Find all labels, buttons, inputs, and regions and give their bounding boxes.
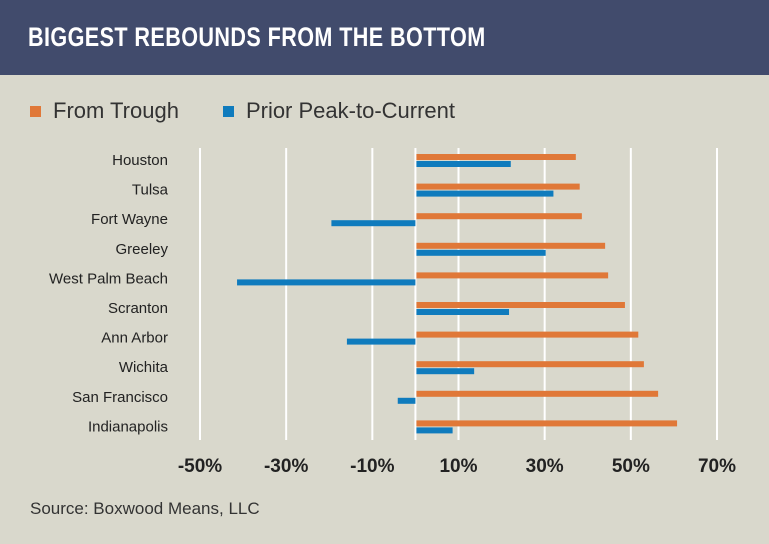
category-label: San Francisco (72, 389, 168, 406)
category-label: Indianapolis (88, 418, 168, 435)
from-trough-bar (416, 302, 625, 308)
x-tick-label: -30% (264, 456, 308, 477)
legend-label: From Trough (53, 98, 179, 123)
prior-peak-bar (416, 309, 510, 315)
from-trough-bar (416, 420, 678, 427)
source-note: Source: Boxwood Means, LLC (30, 499, 260, 518)
legend-item-from-trough: From Trough (30, 98, 179, 124)
category-label: Greeley (115, 241, 168, 258)
x-tick-label: 50% (612, 456, 650, 477)
prior-peak-bar (346, 338, 416, 345)
x-tick-label: -10% (350, 456, 394, 477)
legend-label: Prior Peak-to-Current (245, 98, 456, 123)
prior-peak-bar (416, 368, 475, 375)
category-label: Fort Wayne (91, 211, 168, 228)
from-trough-bar (416, 154, 576, 160)
category-label: Ann Arbor (101, 330, 168, 347)
prior-peak-bar (237, 279, 416, 286)
from-trough-bar (416, 361, 644, 368)
legend-swatch-blue (222, 105, 234, 117)
category-label: Wichita (119, 359, 169, 376)
from-trough-bar (416, 183, 580, 190)
category-label: West Palm Beach (49, 270, 168, 287)
category-label: Scranton (108, 300, 168, 317)
from-trough-bar (416, 213, 582, 220)
header-band: BIGGEST REBOUNDS FROM THE BOTTOM (0, 0, 769, 75)
x-tick-label: -50% (178, 456, 222, 477)
x-tick-label: 30% (526, 456, 564, 477)
from-trough-bar (416, 272, 609, 279)
from-trough-bar (416, 390, 659, 397)
from-trough-bar (416, 331, 639, 338)
category-label: Houston (112, 152, 168, 169)
prior-peak-bar (397, 397, 416, 404)
x-tick-label: 70% (698, 456, 736, 477)
from-trough-bar (416, 242, 606, 249)
x-tick-label: 10% (439, 456, 477, 477)
prior-peak-bar (416, 161, 511, 167)
prior-peak-bar (416, 190, 554, 197)
prior-peak-bar (416, 249, 546, 256)
legend-item-prior-peak: Prior Peak-to-Current (222, 98, 456, 124)
chart-title: BIGGEST REBOUNDS FROM THE BOTTOM (28, 22, 486, 52)
legend: From Trough Prior Peak-to-Current (30, 98, 499, 124)
category-label: Tulsa (132, 182, 169, 199)
legend-swatch-orange (30, 105, 41, 117)
prior-peak-bar (416, 427, 453, 434)
prior-peak-bar (331, 220, 416, 227)
